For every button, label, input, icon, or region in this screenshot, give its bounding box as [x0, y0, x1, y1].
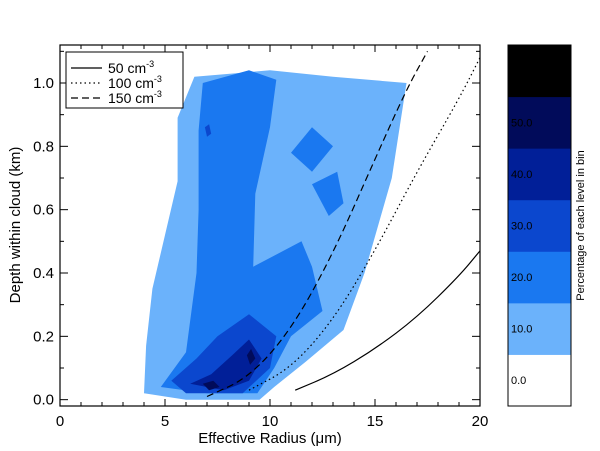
x-tick-label: 20: [472, 413, 489, 430]
legend-label-superscript: -3: [154, 89, 162, 99]
contour-region-level-50.0: [246, 349, 256, 365]
colorbar-segment: [508, 148, 571, 201]
y-tick-label: 0.8: [33, 138, 54, 155]
x-tick-label: 0: [56, 413, 64, 430]
colorbar-tick-label: 40.0: [511, 169, 532, 181]
y-tick-label: 0.6: [33, 202, 54, 219]
colorbar-tick-label: 0.0: [511, 375, 526, 387]
contour-region-level-20.0: [291, 127, 333, 172]
colorbar-segment: [508, 45, 571, 98]
colorbar-segment: [508, 251, 571, 304]
colorbar-tick-label: 20.0: [511, 272, 532, 284]
colorbar-segment: [508, 199, 571, 252]
colorbar-tick-label: 50.0: [511, 117, 532, 129]
legend-label: 150 cm-3: [108, 89, 162, 106]
contour-region-level-20.0: [312, 171, 344, 216]
curve-dashed: [206, 51, 429, 398]
contour-region-level-50.0: [202, 380, 220, 391]
y-tick-label: 0.2: [33, 328, 54, 345]
legend-label-superscript: -3: [146, 59, 154, 69]
y-tick-label: 0.4: [33, 265, 54, 282]
y-axis-title: Depth within cloud (km): [7, 147, 24, 304]
colorbar: 0.0 10.0 20.0 30.0 40.0 50.0 60.0 Percentage of…: [507, 44, 587, 407]
contour-region-level-30.0: [204, 124, 212, 137]
curve-solid: [294, 250, 480, 391]
legend-label-superscript: -3: [154, 74, 162, 84]
x-axis-title: Effective Radius (μm): [198, 430, 341, 447]
y-tick-label: 0.0: [33, 392, 54, 409]
contour-region-level-20.0: [160, 70, 323, 394]
x-tick-label: 5: [161, 413, 169, 430]
colorbar-title: Percentage of each level in bin: [575, 150, 587, 300]
colorbar-frame: [507, 44, 572, 407]
colorbar-tick-label: 30.0: [511, 221, 532, 233]
x-tick-label: 15: [367, 413, 384, 430]
colorbar-segment: [508, 354, 571, 407]
colorbar-segment: [508, 96, 571, 149]
legend-label: 50 cm-3: [108, 59, 154, 76]
colorbar-segment: [508, 302, 571, 355]
x-tick-label: 10: [262, 413, 279, 430]
contour-region-level-40.0: [190, 339, 262, 391]
legend-box: [65, 51, 184, 109]
curve-dotted: [248, 57, 480, 391]
colorbar-tick-label: 60.0: [511, 66, 532, 78]
legend-label: 100 cm-3: [108, 74, 162, 91]
y-tick-label: 1.0: [33, 75, 54, 92]
colorbar-tick-label: 10.0: [511, 324, 532, 336]
